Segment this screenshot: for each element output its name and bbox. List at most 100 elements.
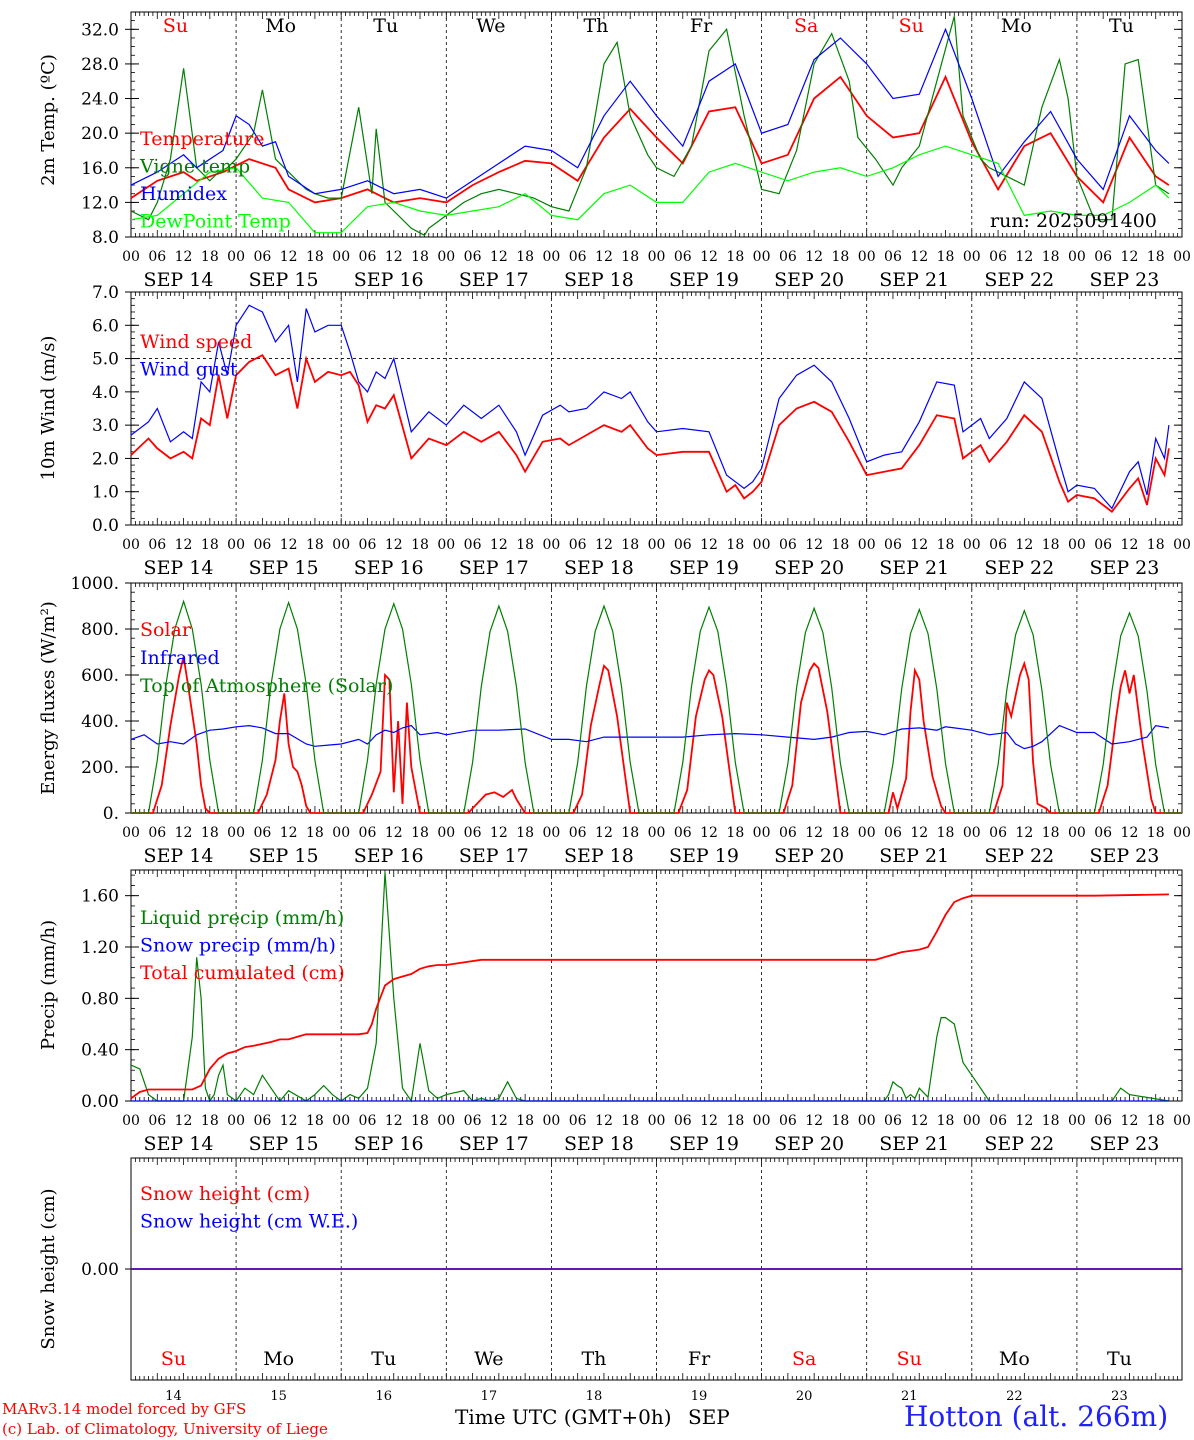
hour-tick-label: 00 — [1068, 825, 1086, 841]
weekday-label: Mo — [265, 15, 296, 37]
hour-tick-label: 12 — [595, 1113, 613, 1129]
hour-tick-label: 12 — [910, 249, 928, 265]
hour-tick-label: 06 — [674, 1113, 692, 1129]
y-tick-label: 7.0 — [92, 283, 119, 303]
hour-tick-label: 12 — [175, 1113, 193, 1129]
date-label: SEP 22 — [984, 1133, 1054, 1155]
hour-tick-label: 06 — [779, 825, 797, 841]
weekday-label: Mo — [263, 1348, 294, 1370]
series-line-vigne-temp — [130, 16, 1170, 237]
run-label: run: 2025091400 — [990, 210, 1157, 232]
hour-tick-label: 06 — [989, 249, 1007, 265]
y-tick-label: 2.0 — [92, 449, 119, 469]
hour-tick-label: 00 — [1173, 1113, 1191, 1129]
hour-tick-label: 18 — [306, 825, 324, 841]
hour-tick-label: 12 — [595, 825, 613, 841]
hour-tick-label: 18 — [201, 537, 219, 553]
hour-tick-label: 18 — [621, 825, 639, 841]
hour-tick-label: 00 — [227, 1113, 245, 1129]
hour-tick-label: 00 — [542, 249, 560, 265]
weekday-label: Tu — [373, 15, 398, 37]
hour-tick-label: 12 — [280, 537, 298, 553]
hour-tick-label: 18 — [726, 537, 744, 553]
hour-tick-label: 06 — [884, 1113, 902, 1129]
hour-tick-label: 12 — [1121, 537, 1139, 553]
hour-tick-label: 06 — [148, 249, 166, 265]
weekday-label: Fr — [688, 1348, 711, 1370]
hour-tick-label: 06 — [989, 537, 1007, 553]
hour-tick-label: 00 — [227, 825, 245, 841]
legend-entry: Temperature — [140, 128, 264, 150]
date-label: SEP 22 — [984, 557, 1054, 579]
weekday-label: Sa — [792, 1348, 816, 1370]
hour-tick-label: 00 — [648, 825, 666, 841]
date-label: SEP 19 — [669, 269, 739, 291]
series-line-temperature — [130, 74, 1170, 204]
hour-tick-label: 18 — [306, 249, 324, 265]
hour-tick-label: 06 — [779, 537, 797, 553]
hour-tick-label: 12 — [1121, 1113, 1139, 1129]
hour-tick-label: 00 — [332, 1113, 350, 1129]
hour-tick-label: 12 — [910, 1113, 928, 1129]
model-credit: MARv3.14 model forced by GFS — [2, 1400, 247, 1418]
y-tick-label: 28.0 — [81, 55, 119, 75]
hour-tick-label: 00 — [542, 1113, 560, 1129]
hour-tick-label: 00 — [753, 249, 771, 265]
y-tick-label: 1000. — [70, 574, 119, 594]
hour-tick-label: 18 — [516, 825, 534, 841]
y-tick-label: 0.00 — [81, 1260, 119, 1280]
hour-tick-label: 18 — [1042, 249, 1060, 265]
hour-tick-label: 00 — [227, 537, 245, 553]
legend-entry: Vigne temp — [139, 156, 250, 178]
hour-tick-label: 18 — [1147, 1113, 1165, 1129]
hour-tick-label: 00 — [122, 249, 140, 265]
y-tick-label: 0.80 — [81, 989, 119, 1009]
hour-tick-label: 00 — [122, 825, 140, 841]
weekday-label: We — [476, 15, 505, 37]
hour-tick-label: 06 — [148, 825, 166, 841]
hour-tick-label: 06 — [359, 1113, 377, 1129]
y-tick-label: 400. — [81, 712, 119, 732]
y-tick-label: 200. — [81, 758, 119, 778]
hour-tick-label: 12 — [910, 825, 928, 841]
legend-entry: Total cumulated (cm) — [140, 962, 345, 984]
y-tick-label: 0.00 — [81, 1092, 119, 1112]
hour-tick-label: 00 — [1068, 537, 1086, 553]
date-label: SEP 16 — [354, 269, 424, 291]
hour-tick-label: 12 — [490, 1113, 508, 1129]
y-tick-label: 6.0 — [92, 316, 119, 336]
hour-tick-label: 06 — [569, 249, 587, 265]
date-label: SEP 23 — [1089, 557, 1159, 579]
hour-tick-label: 18 — [411, 249, 429, 265]
month-label: SEP — [688, 1405, 730, 1429]
date-label: SEP 17 — [459, 269, 529, 291]
series-line-humidex — [130, 27, 1170, 199]
y-tick-label: 24.0 — [81, 90, 119, 110]
series-line-solar — [131, 656, 1182, 814]
y-tick-label: 0. — [103, 804, 119, 824]
hour-tick-label: 18 — [411, 825, 429, 841]
hour-tick-label: 06 — [464, 825, 482, 841]
hour-tick-label: 12 — [1121, 825, 1139, 841]
hour-tick-label: 00 — [437, 537, 455, 553]
hour-tick-label: 12 — [385, 825, 403, 841]
weekday-label: Mo — [1001, 15, 1032, 37]
meteogram-chart: 8.0 12.0 16.0 20.0 24.0 28.0 32.0 2m Temp. (ºC)… — [38, 11, 1191, 1400]
weekday-label: Tu — [1109, 15, 1134, 37]
date-label: SEP 20 — [774, 557, 844, 579]
date-label: SEP 16 — [354, 845, 424, 867]
hour-tick-label: 18 — [832, 825, 850, 841]
hour-tick-label: 18 — [1042, 825, 1060, 841]
day-number-label: 20 — [796, 1389, 813, 1400]
hour-tick-label: 06 — [884, 249, 902, 265]
y-tick-label: 20.0 — [81, 124, 119, 144]
day-number-label: 21 — [901, 1389, 918, 1400]
legend-entry: Solar — [140, 619, 192, 641]
hour-tick-label: 00 — [1173, 249, 1191, 265]
hour-tick-label: 06 — [674, 249, 692, 265]
hour-tick-label: 06 — [989, 825, 1007, 841]
hour-tick-label: 18 — [937, 537, 955, 553]
hour-tick-label: 06 — [779, 249, 797, 265]
hour-tick-label: 06 — [1094, 1113, 1112, 1129]
series-line-dewpoint-temp — [130, 145, 1170, 234]
